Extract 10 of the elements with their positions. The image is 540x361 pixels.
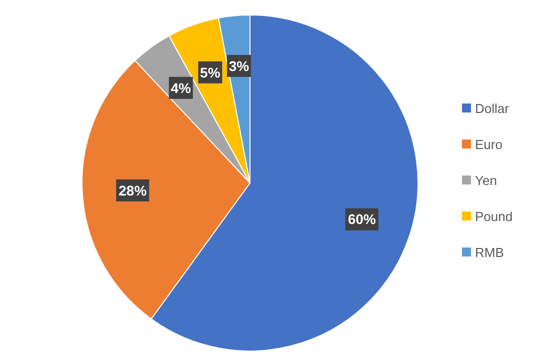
- data-label: 3%: [228, 58, 250, 74]
- legend-label: Pound: [475, 209, 513, 224]
- legend-label: Yen: [475, 173, 497, 188]
- legend-label: Dollar: [475, 101, 510, 116]
- legend-label: RMB: [475, 245, 504, 260]
- data-label: 5%: [200, 64, 221, 80]
- legend-label: Euro: [475, 137, 502, 152]
- data-label: 60%: [348, 211, 376, 228]
- data-label: 28%: [118, 182, 148, 198]
- data-label: 4%: [170, 80, 192, 96]
